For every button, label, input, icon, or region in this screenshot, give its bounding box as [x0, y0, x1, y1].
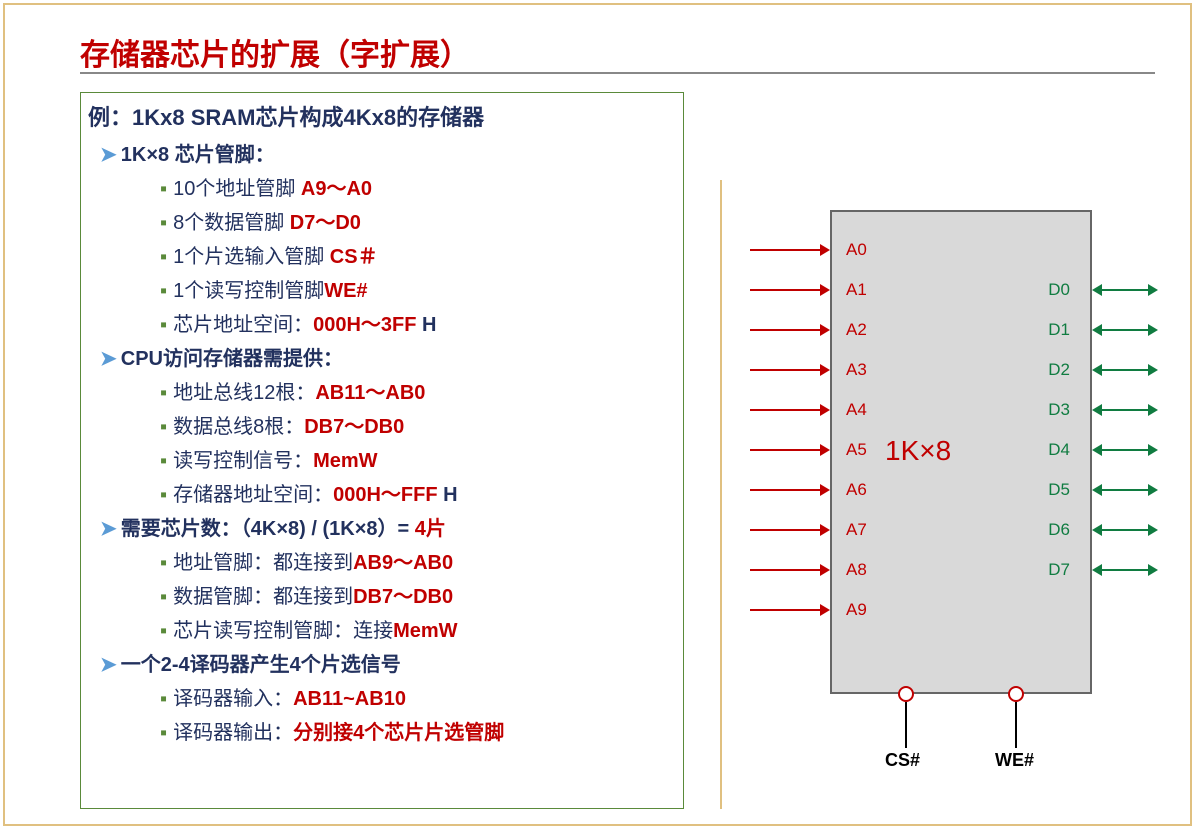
pin-line: [905, 702, 907, 748]
addr-pin-label: A8: [846, 560, 880, 580]
sub-item: ▪读写控制信号：MemW: [160, 444, 504, 478]
bullet-icon: ▪: [160, 416, 167, 438]
data-pin-label: D5: [1040, 480, 1070, 500]
bullet-icon: ▪: [160, 382, 167, 404]
bullet-icon: ▪: [160, 178, 167, 200]
section-header: ➤一个2-4译码器产生4个片选信号: [100, 648, 504, 682]
sub-item: ▪1个读写控制管脚WE#: [160, 274, 504, 308]
chip-label: 1K×8: [885, 435, 951, 467]
bullet-icon: ▪: [160, 688, 167, 710]
section-header: ➤需要芯片数：（4K×8) / (1K×8）= 4片: [100, 512, 504, 546]
bottom-pin-label: WE#: [995, 750, 1034, 771]
chip-diagram: 1K×8 A0 A1 A2 A3 A4 A5 A6 A7 A8 A9 D0 D1 D2 D3 D4 D5 D6 D…: [740, 200, 1160, 770]
bottom-pin-label: CS#: [885, 750, 920, 771]
addr-pin-label: A4: [846, 400, 880, 420]
sub-item: ▪8个数据管脚 D7～D0: [160, 206, 504, 240]
bullet-list: ➤1K×8 芯片管脚：▪10个地址管脚 A9～A0▪8个数据管脚 D7～D0▪1…: [100, 138, 504, 750]
chevron-icon: ➤: [100, 348, 117, 370]
sub-item: ▪译码器输出：分别接4个芯片片选管脚: [160, 716, 504, 750]
sub-item: ▪1个片选输入管脚 CS＃: [160, 240, 504, 274]
bullet-icon: ▪: [160, 314, 167, 336]
sub-item: ▪芯片地址空间：000H～3FF H: [160, 308, 504, 342]
addr-pin-label: A3: [846, 360, 880, 380]
example-heading: 例：1Kx8 SRAM芯片构成4Kx8的存储器: [88, 100, 484, 132]
title-rule: [80, 72, 1155, 74]
bullet-icon: ▪: [160, 246, 167, 268]
bullet-icon: ▪: [160, 212, 167, 234]
bullet-icon: ▪: [160, 450, 167, 472]
sub-item: ▪地址管脚：都连接到AB9～AB0: [160, 546, 504, 580]
negation-bubble-icon: [1008, 686, 1024, 702]
addr-pin-label: A6: [846, 480, 880, 500]
slide-title: 存储器芯片的扩展（字扩展）: [80, 30, 470, 74]
bullet-icon: ▪: [160, 586, 167, 608]
data-pin-label: D4: [1040, 440, 1070, 460]
sub-item: ▪数据总线8根：DB7～DB0: [160, 410, 504, 444]
addr-pin-label: A5: [846, 440, 880, 460]
addr-pin-label: A2: [846, 320, 880, 340]
data-pin-label: D6: [1040, 520, 1070, 540]
addr-pin-label: A9: [846, 600, 880, 620]
data-pin-label: D0: [1040, 280, 1070, 300]
bullet-icon: ▪: [160, 552, 167, 574]
data-pin-label: D2: [1040, 360, 1070, 380]
chevron-icon: ➤: [100, 654, 117, 676]
chevron-icon: ➤: [100, 144, 117, 166]
pin-line: [1015, 702, 1017, 748]
sub-item: ▪10个地址管脚 A9～A0: [160, 172, 504, 206]
right-frame: [720, 180, 722, 809]
data-pin-label: D7: [1040, 560, 1070, 580]
sub-item: ▪芯片读写控制管脚：连接MemW: [160, 614, 504, 648]
section-header: ➤CPU访问存储器需提供：: [100, 342, 504, 376]
addr-pin-label: A7: [846, 520, 880, 540]
data-pin-label: D3: [1040, 400, 1070, 420]
bullet-icon: ▪: [160, 620, 167, 642]
addr-pin-label: A0: [846, 240, 880, 260]
sub-item: ▪存储器地址空间：000H～FFF H: [160, 478, 504, 512]
addr-pin-label: A1: [846, 280, 880, 300]
bullet-icon: ▪: [160, 722, 167, 744]
sub-item: ▪数据管脚：都连接到DB7～DB0: [160, 580, 504, 614]
data-pin-label: D1: [1040, 320, 1070, 340]
negation-bubble-icon: [898, 686, 914, 702]
section-header: ➤1K×8 芯片管脚：: [100, 138, 504, 172]
sub-item: ▪地址总线12根：AB11～AB0: [160, 376, 504, 410]
bullet-icon: ▪: [160, 280, 167, 302]
bullet-icon: ▪: [160, 484, 167, 506]
chevron-icon: ➤: [100, 518, 117, 540]
sub-item: ▪译码器输入：AB11~AB10: [160, 682, 504, 716]
